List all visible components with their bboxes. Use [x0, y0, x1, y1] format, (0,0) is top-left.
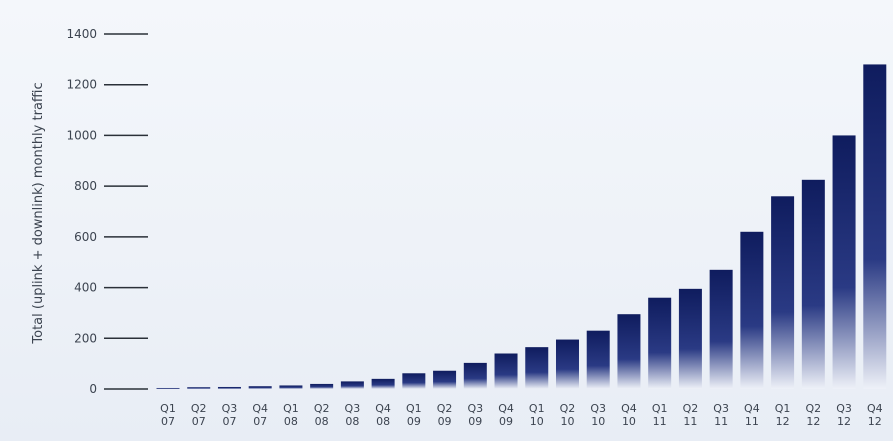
x-tick-label: Q4 12 — [867, 402, 883, 428]
x-tick-label: Q1 12 — [775, 402, 791, 428]
bar — [832, 135, 856, 389]
x-tick-label: Q4 07 — [252, 402, 268, 428]
x-tick-label: Q4 10 — [621, 402, 637, 428]
x-tick-label: Q4 09 — [498, 402, 514, 428]
bar — [555, 339, 579, 389]
x-tick-label: Q2 09 — [437, 402, 453, 428]
y-axis-label: Total (uplink + downlink) monthly traffi… — [31, 82, 46, 344]
y-tick-label: 400 — [74, 281, 97, 295]
bar — [494, 353, 518, 389]
x-tick-label: Q3 07 — [222, 402, 238, 428]
x-tick-label: Q1 11 — [652, 402, 668, 428]
bar — [678, 288, 702, 389]
bar — [371, 378, 395, 389]
x-tick-label: Q2 08 — [314, 402, 330, 428]
x-tick-label: Q3 10 — [590, 402, 606, 428]
bar — [617, 314, 641, 389]
x-tick-label: Q3 11 — [713, 402, 729, 428]
bar — [463, 362, 487, 389]
x-tick-label: Q2 10 — [560, 402, 576, 428]
bars — [156, 64, 887, 389]
bar — [310, 383, 334, 389]
x-tick-label: Q1 10 — [529, 402, 545, 428]
bar — [248, 386, 272, 389]
x-tick-label: Q1 07 — [160, 402, 176, 428]
x-axis: Q1 07 Q2 07 Q3 07 Q4 07 Q1 08 Q2 08 Q3 08 Q4 08 Q1 09 Q2 09… — [160, 402, 882, 428]
bar — [156, 387, 180, 389]
bar — [340, 381, 364, 389]
y-tick-label: 200 — [74, 331, 97, 345]
y-tick-label: 600 — [74, 230, 97, 244]
x-tick-label: Q2 12 — [805, 402, 821, 428]
bar — [771, 196, 795, 389]
y-tick-label: 1400 — [66, 27, 97, 41]
x-tick-label: Q4 11 — [744, 402, 760, 428]
x-tick-label: Q2 07 — [191, 402, 207, 428]
bar — [709, 269, 733, 389]
bar — [740, 231, 764, 389]
bar — [217, 386, 241, 389]
bar — [525, 347, 549, 389]
y-tick-label: 0 — [89, 382, 97, 396]
x-tick-label: Q3 12 — [836, 402, 852, 428]
y-tick-label: 800 — [74, 179, 97, 193]
bar — [433, 370, 457, 389]
x-tick-label: Q3 08 — [345, 402, 361, 428]
x-tick-label: Q3 09 — [467, 402, 483, 428]
bar — [402, 373, 426, 389]
bar — [279, 385, 303, 389]
x-tick-label: Q4 08 — [375, 402, 391, 428]
bar — [863, 64, 887, 389]
bar — [648, 297, 672, 389]
x-tick-label: Q1 08 — [283, 402, 299, 428]
x-tick-label: Q1 09 — [406, 402, 422, 428]
x-tick-label: Q2 11 — [683, 402, 699, 428]
y-tick-label: 1200 — [66, 78, 97, 92]
bar — [801, 179, 825, 389]
bar — [586, 330, 610, 389]
y-axis: 0 200 400 600 800 1000 1200 1400 — [66, 27, 148, 396]
y-tick-label: 1000 — [66, 128, 97, 142]
bar — [187, 387, 211, 389]
